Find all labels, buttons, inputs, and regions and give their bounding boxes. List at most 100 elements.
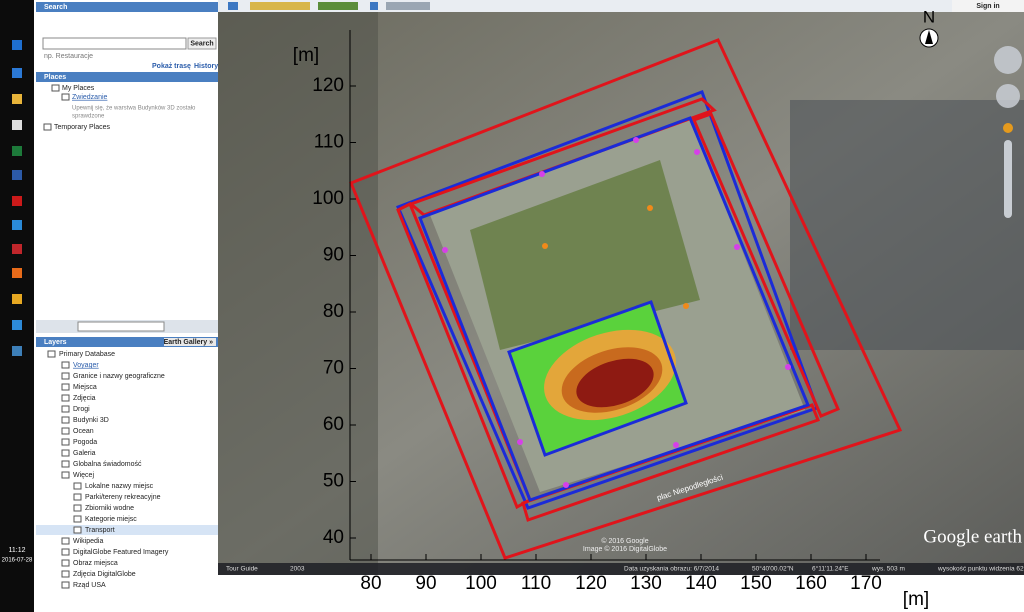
status-item: 50°40'00.02"N xyxy=(752,565,794,573)
x-tick-label: 170 xyxy=(850,573,882,594)
layer-checkbox[interactable] xyxy=(62,417,69,423)
layer-checkbox[interactable] xyxy=(62,571,69,577)
y-tick-label: 90 xyxy=(323,245,344,266)
y-tick-label: 50 xyxy=(323,471,344,492)
layer-item: Obraz miejsca xyxy=(73,560,118,567)
layer-checkbox[interactable] xyxy=(62,395,69,401)
layer-item: Wikipedia xyxy=(73,538,103,545)
layer-checkbox[interactable] xyxy=(62,538,69,544)
layer-checkbox[interactable] xyxy=(62,582,69,588)
layer-item: Zdjęcia DigitalGlobe xyxy=(73,571,136,578)
layer-checkbox[interactable] xyxy=(62,461,69,467)
y-axis-label: [m] xyxy=(293,45,319,66)
place-item: Temporary Places xyxy=(54,124,111,131)
clock-date: 2016-07-28 xyxy=(2,558,33,564)
layer-item: Budynki 3D xyxy=(73,417,109,424)
place-checkbox[interactable] xyxy=(44,124,51,130)
y-tick-label: 70 xyxy=(323,358,344,379)
imagery-credit: Image © 2016 DigitalGlobe xyxy=(583,545,667,553)
x-tick-label: 100 xyxy=(465,573,497,594)
place-checkbox[interactable] xyxy=(52,85,59,91)
route-link[interactable]: Pokaż trasę xyxy=(152,63,191,70)
layer-checkbox[interactable] xyxy=(48,351,55,357)
screen: 11:12 2016-07-28 Search Search np. Resta… xyxy=(0,0,1024,612)
layer-item: Granice i nazwy geograficzne xyxy=(73,373,165,380)
search-input[interactable] xyxy=(43,38,186,49)
layer-checkbox[interactable] xyxy=(74,516,81,522)
layer-checkbox[interactable] xyxy=(62,439,69,445)
layer-checkbox[interactable] xyxy=(62,373,69,379)
x-tick-label: 150 xyxy=(740,573,772,594)
layer-input[interactable] xyxy=(78,322,164,331)
status-item: Tour Guide xyxy=(226,566,258,573)
layer-checkbox[interactable] xyxy=(62,428,69,434)
history-link[interactable]: History xyxy=(194,63,218,70)
layer-checkbox[interactable] xyxy=(74,527,81,533)
y-tick-label: 60 xyxy=(323,414,344,435)
layer-highlight xyxy=(36,525,218,535)
layer-item: Miejsca xyxy=(73,384,97,391)
layer-item: Ocean xyxy=(73,428,94,435)
status-item: 2003 xyxy=(290,566,305,573)
places-title: Places xyxy=(44,74,66,81)
layer-item: Globalna świadomość xyxy=(73,461,142,468)
copyright: © 2016 Google xyxy=(601,537,648,545)
layer-item: Voyager xyxy=(73,362,99,369)
x-tick-label: 130 xyxy=(630,573,662,594)
layer-item: Kategorie miejsc xyxy=(85,516,137,523)
x-axis-label: [m] xyxy=(903,589,929,610)
x-tick-label: 140 xyxy=(685,573,717,594)
layer-item: Primary Database xyxy=(59,351,115,358)
layer-item: Zdjęcia xyxy=(73,395,96,402)
x-tick-label: 110 xyxy=(521,573,551,594)
y-tick-label: 40 xyxy=(323,527,344,548)
layer-item: Pogoda xyxy=(73,439,97,446)
status-item: wys. 503 m xyxy=(871,566,905,573)
layer-item: Zbiorniki wodne xyxy=(85,505,134,512)
layer-checkbox[interactable] xyxy=(74,494,81,500)
layers-title: Layers xyxy=(44,339,67,346)
layer-item: Parki/tereny rekreacyjne xyxy=(85,494,161,501)
shade xyxy=(218,12,378,575)
layer-checkbox[interactable] xyxy=(62,362,69,368)
roofs xyxy=(790,100,1024,350)
sign-in[interactable]: Sign in xyxy=(976,3,999,10)
layer-checkbox[interactable] xyxy=(74,505,81,511)
layer-item: Więcej xyxy=(73,472,94,479)
layer-item: Rząd USA xyxy=(73,582,106,589)
place-item: Zwiedzanie xyxy=(72,94,108,101)
place-checkbox[interactable] xyxy=(62,94,69,100)
layer-checkbox[interactable] xyxy=(74,483,81,489)
x-tick-label: 90 xyxy=(415,573,436,594)
north-label: N xyxy=(923,7,935,26)
y-tick-label: 80 xyxy=(323,301,344,322)
layer-checkbox[interactable] xyxy=(62,450,69,456)
search-title: Search xyxy=(44,4,67,11)
layer-checkbox[interactable] xyxy=(62,560,69,566)
layer-checkbox[interactable] xyxy=(62,384,69,390)
y-tick-label: 100 xyxy=(312,188,344,209)
x-tick-label: 80 xyxy=(360,573,381,594)
y-tick-label: 110 xyxy=(314,132,344,153)
place-item: Upewnij się, że warstwa Budynków 3D zost… xyxy=(72,106,196,112)
layer-item: Lokalne nazwy miejsc xyxy=(85,483,154,490)
layer-item: Galeria xyxy=(73,450,96,457)
x-tick-label: 120 xyxy=(575,573,607,594)
layer-item: Transport xyxy=(85,527,115,534)
status-item: 6°11'11.24"E xyxy=(812,565,849,573)
layer-checkbox[interactable] xyxy=(62,472,69,478)
search-hint: np. Restauracje xyxy=(44,53,93,60)
place-item: My Places xyxy=(62,85,95,92)
gallery-label[interactable]: Earth Gallery » xyxy=(164,339,214,346)
layer-item: Drogi xyxy=(73,406,90,413)
status-item: Data uzyskania obrazu: 6/7/2014 xyxy=(624,566,719,573)
layer-checkbox[interactable] xyxy=(62,406,69,412)
toolbar-buttons[interactable] xyxy=(228,2,430,10)
place-item: sprawdzone xyxy=(72,114,105,120)
x-tick-label: 160 xyxy=(795,573,827,594)
y-tick-label: 120 xyxy=(312,75,344,96)
logo: Google earth xyxy=(923,526,1022,547)
layer-checkbox[interactable] xyxy=(62,549,69,555)
layer-item: DigitalGlobe Featured Imagery xyxy=(73,549,169,556)
search-button-label[interactable]: Search xyxy=(190,40,213,47)
